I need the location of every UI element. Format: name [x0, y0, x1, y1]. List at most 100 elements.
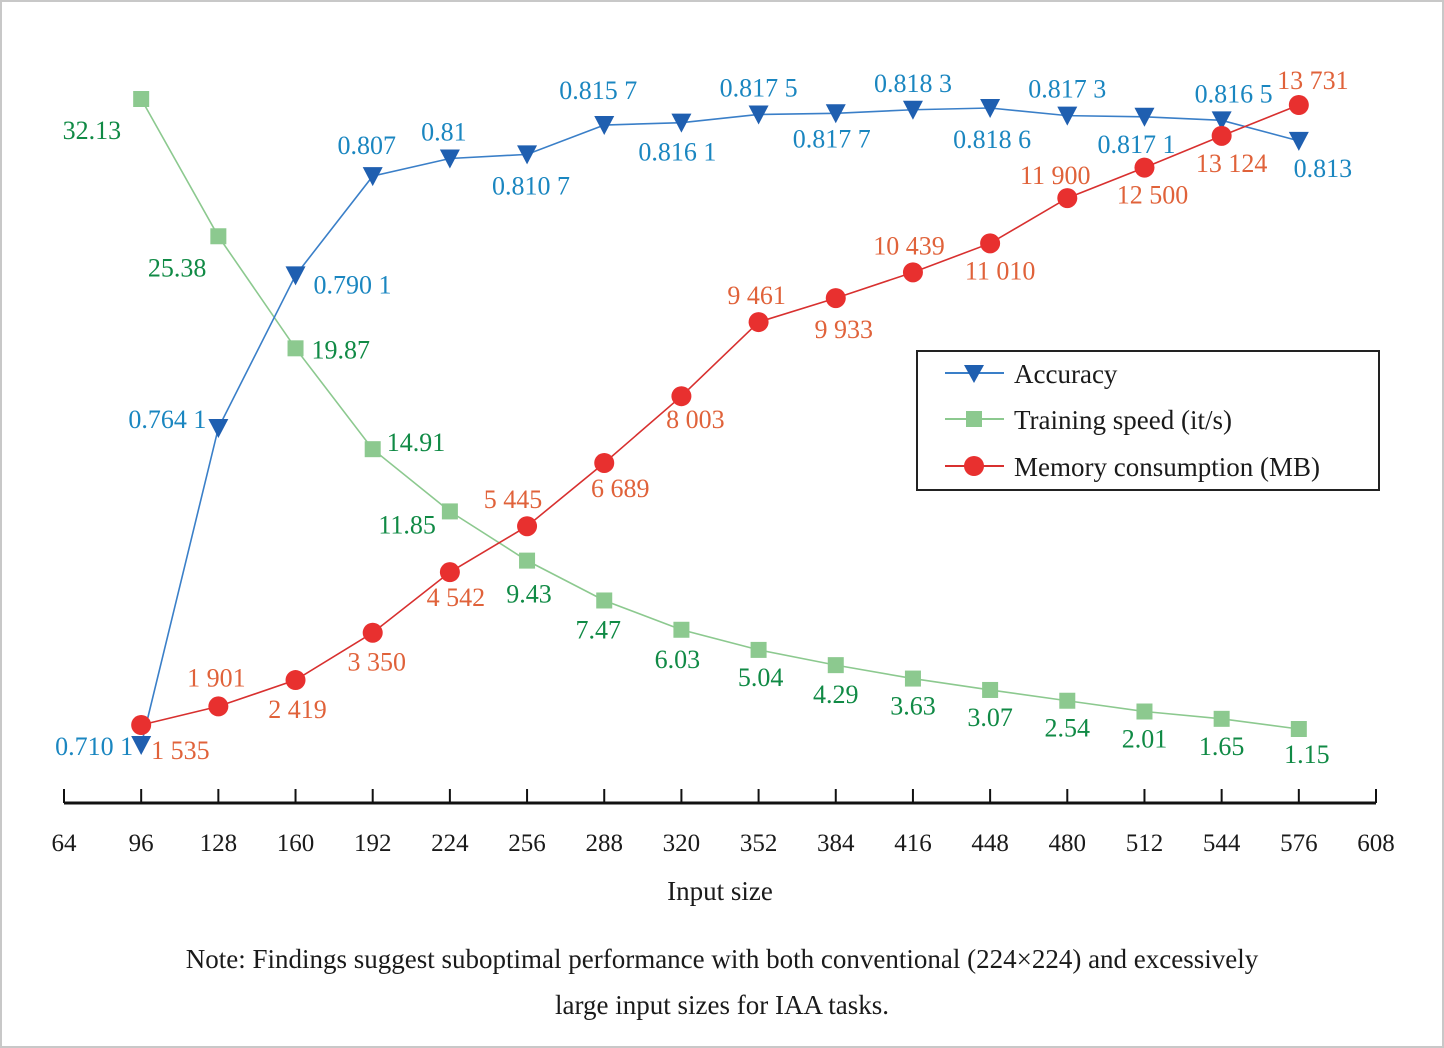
series-layer: 32.13 25.38 19.87 14.91 11.85 9.43 7.47 6.03 5.0… [55, 66, 1352, 769]
legend-item-training-speed: Training speed (it/s) [945, 405, 1232, 435]
data-label: 11 900 [1020, 161, 1091, 190]
data-point [750, 641, 767, 658]
data-point [131, 736, 152, 755]
series-line-accuracy [140, 107, 1300, 746]
legend-label-training-speed: Training speed (it/s) [1014, 405, 1232, 435]
data-point [208, 418, 229, 438]
data-label: 1.65 [1199, 732, 1245, 761]
legend-item-accuracy: Accuracy [945, 359, 1118, 389]
data-point [285, 670, 306, 691]
data-label: 0.816 1 [638, 138, 716, 167]
legend: Accuracy Training speed (it/s) Memory co… [916, 350, 1380, 491]
data-label: 1 901 [187, 663, 246, 692]
series-memory [131, 95, 1309, 735]
data-point [980, 99, 1001, 118]
data-label: 0.815 7 [559, 76, 637, 105]
data-label: 0.817 7 [793, 124, 871, 153]
data-label: 0.817 1 [1097, 130, 1175, 159]
figure-note: Note: Findings suggest suboptimal perfor… [0, 936, 1444, 1028]
data-point [673, 621, 690, 638]
x-tick-label: 352 [740, 830, 778, 857]
series-line-training-speed [140, 98, 1299, 730]
data-label: 10 439 [873, 231, 945, 260]
data-label: 0.81 [421, 117, 467, 146]
data-point [594, 452, 615, 473]
series-line-memory [140, 104, 1300, 726]
data-point [1213, 710, 1230, 727]
data-label: 1.15 [1284, 740, 1330, 769]
data-point [596, 592, 613, 609]
data-label: 0.817 5 [720, 73, 798, 102]
x-tick-label: 64 [52, 830, 78, 857]
data-point [748, 105, 769, 125]
data-label: 19.87 [312, 335, 371, 364]
note-line-2: large input sizes for IAA tasks. [555, 990, 889, 1020]
x-tick-label: 256 [508, 830, 546, 857]
data-point [517, 516, 538, 537]
data-label: 3.07 [967, 703, 1013, 732]
data-label: 11 010 [965, 256, 1036, 285]
data-point [133, 91, 150, 107]
data-point [1059, 692, 1076, 709]
data-label: 4.29 [813, 680, 859, 709]
data-label: 13 124 [1196, 149, 1268, 178]
data-point [980, 233, 1001, 254]
data-label: 4 542 [427, 583, 486, 612]
series-training-speed [133, 91, 1307, 737]
data-point [671, 386, 692, 407]
data-point [362, 167, 383, 187]
x-tick-label: 480 [1049, 830, 1087, 857]
data-point [902, 262, 923, 283]
data-point [208, 696, 229, 717]
data-label: 25.38 [148, 253, 207, 282]
data-label: 6.03 [655, 645, 701, 674]
data-point [131, 715, 152, 735]
x-tick-label: 512 [1126, 830, 1164, 857]
data-point [825, 104, 846, 124]
data-point [1211, 111, 1232, 131]
data-label: 3 350 [347, 648, 406, 677]
data-point [594, 116, 615, 136]
square-icon [966, 411, 982, 427]
data-label: 7.47 [575, 615, 621, 644]
data-point [1057, 106, 1078, 126]
x-tick-label: 608 [1357, 830, 1395, 857]
data-label: 0.818 6 [953, 125, 1031, 154]
x-tick-label: 224 [431, 830, 469, 857]
data-label: 5 445 [484, 485, 543, 514]
data-point [439, 562, 460, 583]
data-label: 1 535 [151, 736, 210, 765]
data-point [1288, 131, 1309, 151]
data-label: 12 500 [1117, 181, 1189, 210]
data-label: 3.63 [890, 692, 936, 721]
data-point [1211, 125, 1232, 146]
data-label: 0.818 3 [874, 69, 952, 98]
x-tick-label: 544 [1203, 830, 1241, 857]
x-tick-label: 288 [585, 830, 623, 857]
data-label: 9 933 [815, 315, 874, 344]
data-label: 2 419 [268, 695, 327, 724]
legend-label-memory: Memory consumption (MB) [1014, 452, 1320, 482]
data-label: 0.810 7 [492, 171, 570, 200]
data-label: 2.01 [1122, 725, 1168, 754]
legend-item-memory: Memory consumption (MB) [945, 452, 1320, 482]
x-tick-label: 448 [971, 830, 1009, 857]
data-point [1134, 107, 1155, 127]
x-tick-label: 320 [663, 830, 701, 857]
triangle-down-icon [964, 365, 984, 383]
data-label: 0.790 1 [314, 270, 392, 299]
x-tick-label: 576 [1280, 830, 1318, 857]
data-point [287, 340, 304, 357]
data-point [441, 503, 458, 520]
data-label: 0.764 1 [128, 405, 206, 434]
series-accuracy [131, 99, 1309, 755]
data-point [519, 552, 536, 569]
x-tick-label: 416 [894, 830, 932, 857]
data-point [364, 441, 381, 458]
data-point [517, 145, 538, 165]
circle-icon [964, 456, 984, 476]
data-point [1136, 703, 1153, 720]
x-tick-label: 384 [817, 830, 855, 857]
x-tick-label: 128 [200, 830, 238, 857]
